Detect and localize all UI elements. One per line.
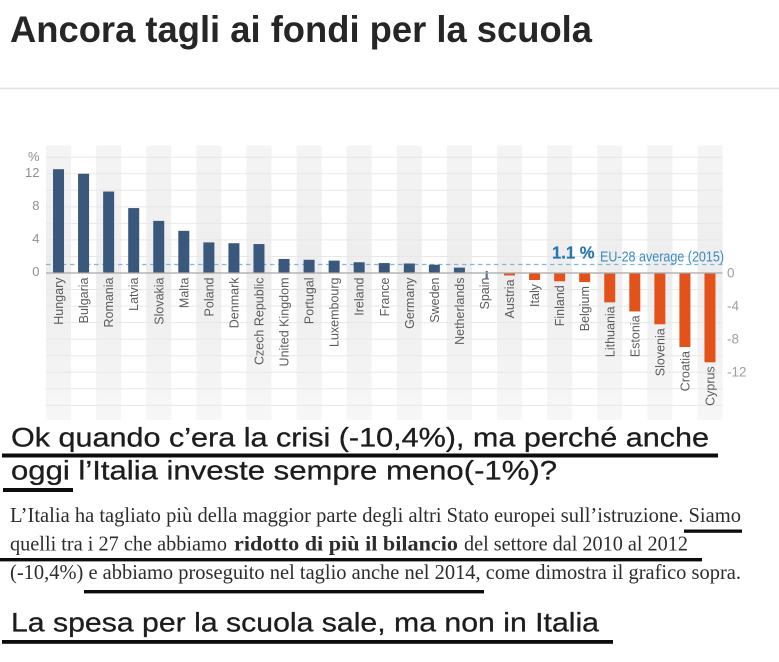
- svg-text:La spesa per la scuola sale, m: La spesa per la scuola sale, ma non in I…: [11, 608, 600, 638]
- svg-text:-4: -4: [727, 299, 739, 314]
- svg-text:Ireland: Ireland: [353, 277, 367, 315]
- svg-text:Ok quando c’era la crisi (-10,: Ok quando c’era la crisi (-10,4%), ma pe…: [11, 423, 709, 453]
- svg-text:Croatia: Croatia: [678, 351, 692, 391]
- svg-text:Spain: Spain: [478, 277, 492, 309]
- svg-text:ridotto di più il bilancio: ridotto di più il bilancio: [234, 532, 458, 556]
- svg-text:Czech Republic: Czech Republic: [252, 278, 266, 366]
- svg-text:Denmark: Denmark: [227, 277, 241, 328]
- svg-text:0: 0: [727, 266, 735, 281]
- svg-text:Lithuania: Lithuania: [603, 306, 617, 357]
- svg-text:oggi l’Italia investe sempre m: oggi l’Italia investe sempre meno(-1%)?: [11, 456, 557, 486]
- svg-text:Estonia: Estonia: [628, 315, 642, 357]
- svg-text:Latvia: Latvia: [127, 277, 141, 310]
- svg-text:Netherlands: Netherlands: [453, 278, 467, 345]
- svg-text:%: %: [28, 149, 40, 164]
- svg-text:4: 4: [32, 231, 39, 246]
- svg-text:Finland: Finland: [553, 285, 567, 326]
- svg-text:L’Italia ha tagliato più della: L’Italia ha tagliato più della maggior p…: [10, 503, 741, 527]
- svg-text:Romania: Romania: [102, 277, 116, 327]
- svg-text:quelli tra i 27 che abbiamo: quelli tra i 27 che abbiamo: [10, 532, 227, 556]
- svg-text:Belgium: Belgium: [578, 286, 592, 331]
- svg-text:Hungary: Hungary: [52, 277, 66, 325]
- svg-text:Austria: Austria: [503, 279, 517, 318]
- svg-text:Malta: Malta: [177, 277, 191, 308]
- svg-text:del settore dal 2010 al 2012: del settore dal 2010 al 2012: [464, 532, 688, 556]
- svg-text:Bulgaria: Bulgaria: [77, 277, 91, 323]
- svg-text:Sweden: Sweden: [428, 277, 442, 322]
- svg-text:(-10,4%) e abbiamo proseguito: (-10,4%) e abbiamo proseguito nel taglio…: [10, 560, 741, 584]
- svg-text:0: 0: [32, 264, 39, 279]
- svg-text:France: France: [378, 277, 392, 316]
- svg-text:Germany: Germany: [403, 277, 417, 329]
- svg-text:Luxembourg: Luxembourg: [328, 277, 342, 347]
- svg-text:Slovakia: Slovakia: [152, 277, 166, 324]
- svg-text:Portugal: Portugal: [303, 278, 317, 325]
- svg-text:-8: -8: [727, 332, 739, 347]
- svg-text:Ancora tagli ai fondi per la s: Ancora tagli ai fondi per la scuola: [10, 9, 592, 50]
- svg-text:8: 8: [32, 198, 39, 213]
- svg-text:1.1 %: 1.1 %: [552, 243, 595, 263]
- svg-text:12: 12: [25, 165, 39, 180]
- svg-text:EU-28 average (2015): EU-28 average (2015): [600, 249, 724, 266]
- svg-text:Poland: Poland: [202, 277, 216, 316]
- svg-text:Italy: Italy: [528, 283, 542, 307]
- svg-text:-12: -12: [727, 365, 747, 380]
- svg-text:Slovenia: Slovenia: [653, 328, 667, 376]
- svg-text:Cyprus: Cyprus: [703, 366, 717, 406]
- svg-text:United Kingdom: United Kingdom: [278, 278, 292, 367]
